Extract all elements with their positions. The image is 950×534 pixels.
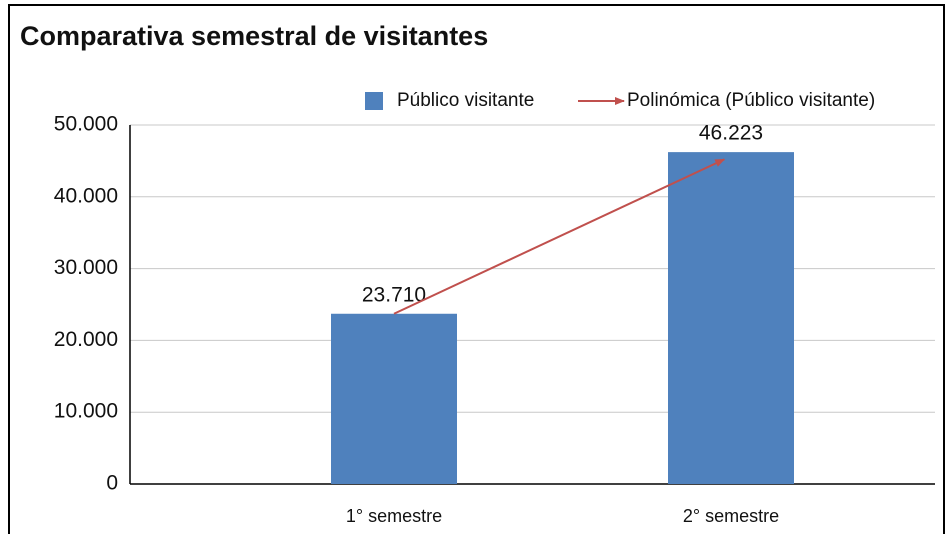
y-tick-label: 10.000: [54, 400, 118, 423]
y-tick-label: 40.000: [54, 184, 118, 207]
y-tick-label: 20.000: [54, 328, 118, 351]
y-tick-label: 50.000: [54, 113, 118, 136]
bar: [668, 152, 794, 484]
x-tick-label: 1° semestre: [346, 506, 442, 526]
data-label: 23.710: [362, 283, 426, 306]
chart-title: Comparativa semestral de visitantes: [20, 21, 488, 51]
y-tick-label: 0: [106, 472, 118, 495]
legend-label: Polinómica (Público visitante): [627, 90, 875, 111]
y-tick-label: 30.000: [54, 256, 118, 279]
trendline: [393, 158, 726, 315]
legend-label: Público visitante: [397, 90, 534, 111]
data-label: 46.223: [699, 122, 763, 145]
legend-swatch: [365, 92, 383, 110]
x-tick-label: 2° semestre: [683, 506, 779, 526]
chart-border: [8, 4, 945, 534]
bar: [331, 313, 457, 484]
